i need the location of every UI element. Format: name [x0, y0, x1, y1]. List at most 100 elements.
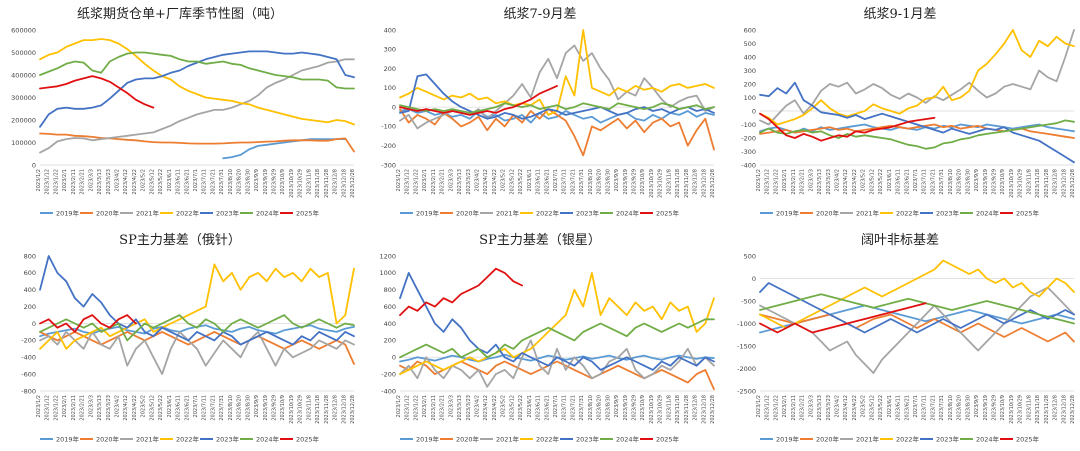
x-tick-label: 2023/6/21 — [184, 395, 190, 421]
x-tick-label: 2023/10/9 — [640, 395, 646, 421]
y-tick-label: 400 — [384, 26, 396, 34]
x-tick-label: 2023/7/31 — [579, 169, 585, 195]
x-tick-label: 2023/8/20 — [597, 395, 603, 421]
x-tick-label: 2023/5/22 — [158, 395, 164, 421]
x-tick-label: 2023/10/29 — [298, 395, 304, 424]
legend-label: 2022年 — [896, 434, 920, 443]
legend-item: 2025年 — [640, 434, 680, 443]
x-tick-label: 2023/11/28 — [684, 395, 690, 424]
legend-item: 2023年 — [560, 434, 600, 443]
x-tick-label: 2023/12/28 — [350, 169, 356, 198]
x-tick-label: 2023/4/12 — [483, 169, 489, 195]
legend-label: 2019年 — [416, 208, 440, 217]
x-tick-label: 2023/7/21 — [570, 395, 576, 421]
x-tick-label: 2023/10/9 — [1000, 395, 1006, 421]
x-tick-label: 2023/5/22 — [518, 169, 524, 195]
x-tick-label: 2023/7/1 — [553, 395, 559, 417]
legend-label: 2023年 — [576, 208, 600, 217]
x-tick-label: 2023/8/20 — [957, 169, 963, 195]
x-tick-label: 2023/11/28 — [324, 395, 330, 424]
x-tick-label: 2023/5/2 — [861, 169, 867, 191]
x-tick-label: 2023/11/8 — [666, 395, 672, 421]
x-tick-label: 2023/1/2 — [396, 395, 402, 417]
x-tick-label: 2023/3/13 — [97, 395, 103, 421]
x-tick-label: 2023/7/21 — [210, 169, 216, 195]
x-tick-label: 2023/8/30 — [245, 169, 251, 195]
legend-label: 2025年 — [296, 208, 320, 217]
x-tick-label: 2023/10/19 — [649, 395, 655, 424]
y-tick-label: -2000 — [737, 365, 756, 373]
y-tick-label: 300 — [744, 67, 756, 75]
legend-label: 2020年 — [816, 208, 840, 217]
x-tick-label: 2023/3/23 — [826, 169, 832, 195]
x-tick-label: 2023/3/3 — [808, 169, 814, 191]
y-tick-label: -2500 — [737, 387, 756, 395]
x-tick-label: 2023/11/8 — [1026, 169, 1032, 195]
series-line-2025年 — [759, 112, 936, 142]
y-tick-label: 400 — [744, 53, 756, 61]
series-line-2025年 — [39, 75, 155, 109]
x-tick-label: 2023/10/9 — [1000, 169, 1006, 195]
x-tick-label: 2023/9/29 — [272, 395, 278, 421]
x-tick-label: 2023/3/23 — [826, 395, 832, 421]
legend-item: 2019年 — [40, 208, 80, 217]
y-tick-label: 600 — [24, 269, 36, 277]
legend-label: 2020年 — [816, 434, 840, 443]
x-tick-label: 2023/9/29 — [992, 395, 998, 421]
x-tick-label: 2023/5/12 — [509, 169, 515, 195]
y-tick-label: -1500 — [737, 342, 756, 350]
x-tick-label: 2023/11/8 — [306, 169, 312, 195]
x-tick-label: 2023/12/18 — [701, 169, 707, 198]
x-tick-label: 2023/3/3 — [88, 169, 94, 191]
x-tick-label: 2023/9/9 — [974, 169, 980, 191]
legend-label: 2020年 — [456, 434, 480, 443]
x-tick-label: 2023/8/10 — [948, 395, 954, 421]
legend-label: 2019年 — [776, 208, 800, 217]
legend-label: 2019年 — [56, 208, 80, 217]
y-tick-label: 0 — [752, 275, 756, 283]
legend-item: 2020年 — [440, 208, 480, 217]
x-tick-label: 2023/3/13 — [457, 395, 463, 421]
x-tick-label: 2023/9/9 — [254, 395, 260, 417]
x-tick-label: 2023/12/8 — [333, 169, 339, 195]
x-tick-label: 2023/8/20 — [237, 395, 243, 421]
y-tick-label: -400 — [381, 387, 396, 395]
x-tick-label: 2023/3/23 — [106, 169, 112, 195]
x-tick-label: 2023/8/30 — [605, 169, 611, 195]
series-line-2022年 — [39, 38, 355, 126]
legend-item: 2020年 — [80, 208, 120, 217]
x-tick-label: 2023/11/18 — [675, 169, 681, 198]
x-tick-label: 2023/6/1 — [527, 169, 533, 191]
legend-label: 2022年 — [536, 434, 560, 443]
legend-label: 2021年 — [856, 208, 880, 217]
legend-label: 2023年 — [216, 208, 240, 217]
x-tick-label: 2023/6/21 — [544, 395, 550, 421]
x-tick-label: 2023/1/22 — [773, 169, 779, 195]
series-line-2019年 — [759, 123, 1075, 134]
x-tick-label: 2023/10/19 — [1009, 395, 1015, 424]
y-tick-label: 200 — [384, 65, 396, 73]
x-tick-label: 2023/4/2 — [475, 169, 481, 191]
x-tick-label: 2023/6/21 — [904, 169, 910, 195]
legend-label: 2023年 — [216, 434, 240, 443]
legend-item: 2024年 — [240, 434, 280, 443]
y-tick-label: 600 — [744, 26, 756, 34]
legend-item: 2019年 — [400, 434, 440, 443]
legend-item: 2022年 — [160, 208, 200, 217]
y-tick-label: 500 — [744, 40, 756, 48]
x-tick-label: 2023/8/30 — [605, 395, 611, 421]
x-tick-label: 2023/2/1 — [422, 395, 428, 417]
legend-label: 2020年 — [456, 208, 480, 217]
series-line-2020年 — [759, 313, 1075, 343]
x-tick-label: 2023/10/29 — [298, 169, 304, 198]
x-tick-label: 2023/11/18 — [315, 395, 321, 424]
x-tick-label: 2023/7/1 — [913, 395, 919, 417]
legend-label: 2019年 — [56, 434, 80, 443]
legend-label: 2020年 — [96, 208, 120, 217]
legend-item: 2021年 — [840, 434, 880, 443]
x-tick-label: 2023/7/11 — [202, 169, 208, 195]
x-tick-label: 2023/2/1 — [782, 395, 788, 417]
x-tick-label: 2023/3/3 — [448, 169, 454, 191]
legend-item: 2024年 — [960, 208, 1000, 217]
x-tick-label: 2023/9/19 — [623, 395, 629, 421]
